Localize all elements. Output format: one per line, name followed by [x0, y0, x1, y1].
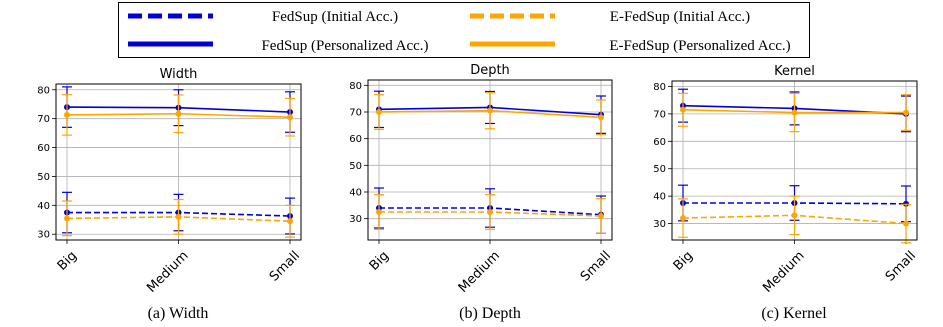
- data-point: [287, 218, 293, 225]
- data-point: [64, 215, 70, 222]
- y-tick-label: 70: [349, 108, 362, 119]
- y-tick-label: 30: [37, 230, 50, 241]
- data-point: [791, 109, 798, 116]
- y-tick-label: 60: [653, 137, 666, 148]
- y-tick-label: 80: [653, 82, 666, 93]
- data-point: [287, 114, 293, 121]
- data-point: [175, 110, 182, 117]
- x-tick-label: Small: [267, 248, 303, 284]
- data-point: [598, 114, 604, 121]
- y-tick-label: 50: [653, 164, 666, 175]
- x-tick-label: Big: [55, 248, 80, 273]
- chart-title: Kernel: [774, 64, 815, 79]
- panel-caption: (b) Depth: [459, 305, 521, 322]
- data-point: [376, 209, 382, 215]
- y-tick-label: 50: [349, 161, 362, 172]
- x-tick-label: Small: [883, 248, 919, 284]
- legend-label: FedSup (Initial Acc.): [272, 9, 398, 25]
- plot-frame: [671, 80, 918, 241]
- y-tick-label: 70: [653, 109, 666, 120]
- data-point: [376, 109, 382, 115]
- panel-caption: (c) Kernel: [761, 305, 827, 322]
- data-point: [680, 106, 686, 113]
- panel-caption: (a) Width: [148, 305, 209, 322]
- y-tick-label: 70: [37, 114, 50, 125]
- y-tick-label: 30: [349, 214, 362, 225]
- y-tick-label: 50: [37, 172, 50, 183]
- data-point: [487, 209, 493, 215]
- series-e-fedsup-personalized-acc: [678, 92, 911, 133]
- plot-frame: [55, 83, 302, 241]
- panel-width: Width 30 40 50 60 70 80 Big Medium Small (a) Width: [37, 67, 303, 322]
- chart-panels: Width 30 40 50 60 70 80 Big Medium Small (a) Width…: [37, 63, 919, 322]
- chart-title: Width: [160, 67, 198, 82]
- series-e-fedsup-personalized-acc: [374, 91, 606, 136]
- data-point: [680, 215, 686, 222]
- y-tick-label: 40: [653, 192, 666, 203]
- plot-frame: [367, 79, 613, 241]
- data-point: [175, 213, 182, 220]
- x-tick-label: Big: [671, 248, 696, 273]
- series-e-fedsup-personalized-acc: [62, 94, 295, 137]
- x-tick-label: Medium: [760, 248, 807, 295]
- x-tick-label: Big: [367, 248, 392, 273]
- x-tick-label: Medium: [456, 248, 503, 295]
- legend-frame: [118, 2, 810, 58]
- y-tick-label: 30: [653, 219, 666, 230]
- legend-label: E-FedSup (Personalized Acc.): [609, 38, 790, 54]
- data-point: [903, 109, 909, 116]
- chart-title: Depth: [470, 63, 510, 78]
- series-e-fedsup-initial-acc: [374, 194, 606, 234]
- x-tick-label: Small: [578, 248, 614, 284]
- y-tick-label: 40: [349, 188, 362, 199]
- y-tick-label: 80: [349, 81, 362, 92]
- panel-kernel: Kernel 30 40 50 60 70 80 Big Medium Small (c) Kern…: [653, 64, 919, 322]
- y-tick-label: 60: [37, 143, 50, 154]
- data-point: [64, 111, 70, 118]
- legend-label: FedSup (Personalized Acc.): [261, 38, 428, 54]
- series-e-fedsup-initial-acc: [62, 198, 295, 238]
- data-point: [487, 107, 493, 114]
- y-tick-label: 40: [37, 201, 50, 212]
- series-e-fedsup-initial-acc: [678, 195, 911, 244]
- y-tick-label: 60: [349, 134, 362, 145]
- panel-depth: Depth 30 40 50 60 70 80 Big Medium Small (b) Depth: [349, 63, 614, 322]
- data-point: [791, 212, 798, 219]
- y-tick-label: 80: [37, 85, 50, 96]
- legend-label: E-FedSup (Initial Acc.): [610, 9, 750, 25]
- x-tick-label: Medium: [144, 248, 191, 295]
- data-point: [598, 213, 604, 219]
- legend: FedSup (Initial Acc.) FedSup (Personalize…: [118, 2, 810, 58]
- data-point: [903, 220, 909, 227]
